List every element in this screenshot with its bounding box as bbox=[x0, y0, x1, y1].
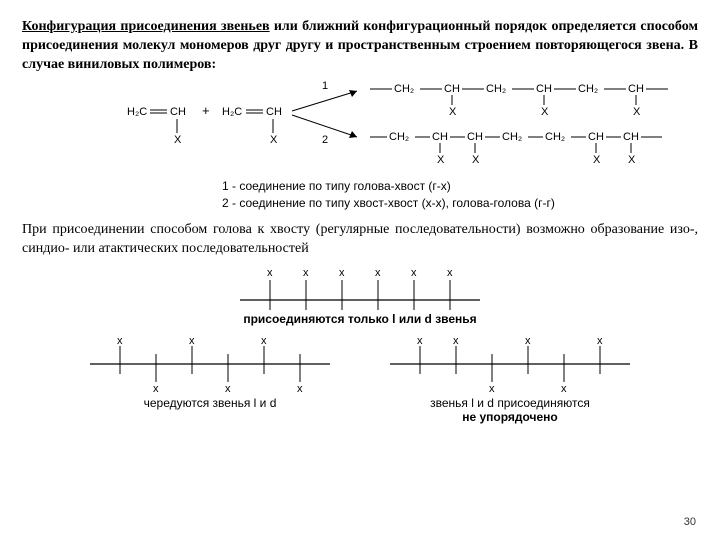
page-number: 30 bbox=[684, 516, 696, 528]
chain2: CH₂ CH X CH X CH₂ CH₂ CH X CH X bbox=[370, 131, 662, 166]
svg-text:x: x bbox=[339, 267, 345, 279]
svg-text:CH₂: CH₂ bbox=[545, 131, 565, 143]
svg-text:X: X bbox=[472, 154, 480, 166]
m1-ch: CH bbox=[170, 106, 186, 118]
svg-text:CH₂: CH₂ bbox=[578, 83, 598, 95]
svg-text:x: x bbox=[525, 335, 531, 347]
svg-text:x: x bbox=[189, 335, 195, 347]
atactic-line2: не упорядочено bbox=[462, 410, 558, 424]
svg-text:x: x bbox=[447, 267, 453, 279]
syndio-svg: x x x x x x bbox=[80, 334, 340, 396]
svg-text:CH₂: CH₂ bbox=[389, 131, 409, 143]
m2-x: X bbox=[270, 134, 278, 146]
intro-paragraph: Конфигурация присоединения звеньев или б… bbox=[22, 18, 698, 75]
svg-text:CH: CH bbox=[432, 131, 448, 143]
reaction-diagram: H₂C CH X + H₂C CH X 1 2 CH₂ CH X CH₂ bbox=[22, 75, 698, 215]
svg-text:X: X bbox=[541, 106, 549, 118]
svg-text:CH: CH bbox=[444, 83, 460, 95]
svg-text:CH: CH bbox=[623, 131, 639, 143]
svg-text:x: x bbox=[453, 335, 459, 347]
m2-ch: CH bbox=[266, 106, 282, 118]
svg-text:x: x bbox=[153, 383, 159, 395]
reaction-svg: H₂C CH X + H₂C CH X 1 2 CH₂ CH X CH₂ bbox=[22, 75, 698, 215]
svg-text:x: x bbox=[375, 267, 381, 279]
m2-h2c: H₂C bbox=[222, 106, 242, 118]
svg-text:x: x bbox=[597, 335, 603, 347]
svg-text:X: X bbox=[449, 106, 457, 118]
svg-text:x: x bbox=[225, 383, 231, 395]
m1-h2c: H₂C bbox=[127, 106, 147, 118]
m1-x: X bbox=[174, 134, 182, 146]
atactic-svg: x x x x x x bbox=[380, 334, 640, 396]
svg-text:CH₂: CH₂ bbox=[486, 83, 506, 95]
svg-text:x: x bbox=[303, 267, 309, 279]
iso-block: x x x x x x присоединяются только l или … bbox=[22, 262, 698, 326]
svg-text:CH: CH bbox=[467, 131, 483, 143]
svg-text:x: x bbox=[117, 335, 123, 347]
svg-text:CH₂: CH₂ bbox=[502, 131, 522, 143]
svg-text:X: X bbox=[437, 154, 445, 166]
svg-text:x: x bbox=[267, 267, 273, 279]
svg-text:x: x bbox=[417, 335, 423, 347]
svg-text:X: X bbox=[633, 106, 641, 118]
atactic-caption1: звенья l и d присоединяются не упорядоче… bbox=[430, 396, 590, 424]
svg-text:x: x bbox=[261, 335, 267, 347]
mid-text-content: При присоединении способом голова к хвос… bbox=[22, 222, 698, 256]
iso-caption: присоединяются только l или d звенья bbox=[243, 312, 476, 326]
syndio-block: x x x x x x чередуются звенья l и d bbox=[80, 334, 340, 410]
svg-text:x: x bbox=[561, 383, 567, 395]
svg-text:CH: CH bbox=[588, 131, 604, 143]
tacticity-row2: x x x x x x чередуются звенья l и d x x … bbox=[22, 334, 698, 424]
path2-num: 2 bbox=[322, 134, 328, 146]
iso-svg: x x x x x x bbox=[230, 262, 490, 312]
chain1: CH₂ CH X CH₂ CH X CH₂ CH X bbox=[370, 83, 668, 118]
plus: + bbox=[202, 103, 210, 118]
svg-text:CH: CH bbox=[628, 83, 644, 95]
svg-text:X: X bbox=[628, 154, 636, 166]
legend1: 1 - соединение по типу голова-хвост (г-х… bbox=[222, 179, 451, 193]
mid-paragraph: При присоединении способом голова к хвос… bbox=[22, 221, 698, 259]
svg-text:CH₂: CH₂ bbox=[394, 83, 414, 95]
path1-num: 1 bbox=[322, 80, 328, 92]
iso-ticks: x x x x x x bbox=[267, 267, 453, 310]
legend2: 2 - соединение по типу хвост-хвост (х-х)… bbox=[222, 196, 555, 210]
svg-text:CH: CH bbox=[536, 83, 552, 95]
atactic-line1: звенья l и d присоединяются bbox=[430, 396, 590, 410]
atactic-block: x x x x x x звенья l и d присоединяются … bbox=[380, 334, 640, 424]
svg-text:x: x bbox=[489, 383, 495, 395]
svg-text:X: X bbox=[593, 154, 601, 166]
svg-text:x: x bbox=[297, 383, 303, 395]
intro-lead: Конфигурация присоединения звеньев bbox=[22, 19, 270, 34]
svg-text:x: x bbox=[411, 267, 417, 279]
syndio-caption: чередуются звенья l и d bbox=[144, 396, 277, 410]
